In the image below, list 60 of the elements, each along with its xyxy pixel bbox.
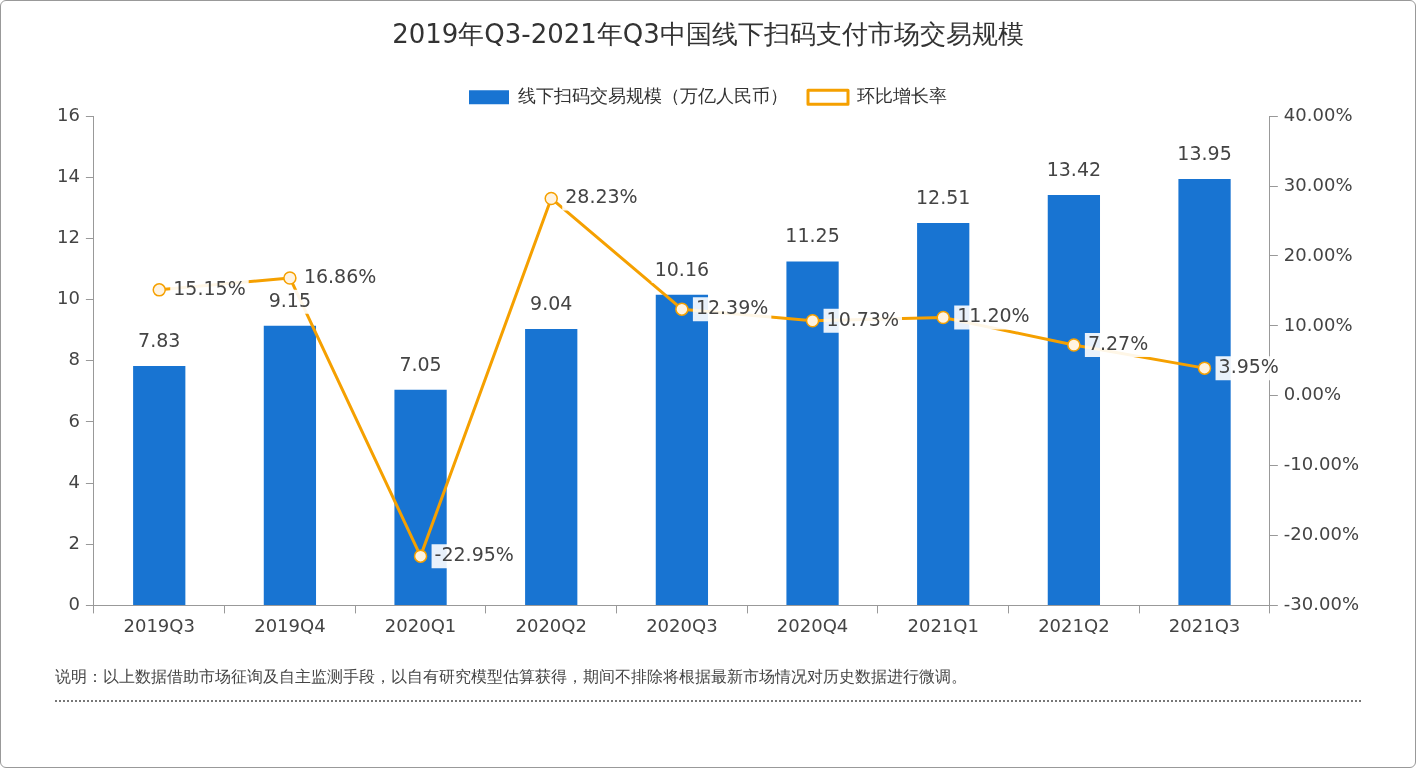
data-label: 12.39% [695, 296, 769, 319]
y2-tick-label: -10.00% [1283, 453, 1360, 475]
y-tick-label: 12 [57, 226, 80, 248]
data-label: -22.95% [434, 543, 514, 566]
point [1197, 361, 1212, 375]
x-tick-label: 2019Q4 [254, 614, 326, 636]
text: 说明：以上数据借助市场征询及自主监测手段，以自有研究模型估算获得，期间不排除将根据最新市场情况对历史数据进行微调。 [55, 667, 967, 688]
x-tick-label: 2021Q1 [907, 614, 979, 636]
y-tick-label: 10 [57, 287, 80, 309]
point [283, 271, 297, 285]
data-label: 11.25 [785, 224, 840, 247]
point [936, 310, 950, 325]
y-tick-label: 8 [68, 348, 80, 370]
chart-title: 2019年Q3-2021年Q3中国线下扫码支付市场交易规模 [392, 19, 1024, 50]
legend-label: 线下扫码交易规模（万亿人民币） [518, 84, 788, 106]
x-tick-label: 2019Q3 [123, 614, 195, 636]
data-label: 28.23% [565, 185, 638, 208]
legend-label: 环比增长率 [857, 84, 947, 106]
data-label: 11.20% [957, 304, 1030, 327]
data-label: 13.42 [1046, 158, 1102, 181]
y2-tick-label: -20.00% [1283, 523, 1360, 545]
x-tick-label: 2020Q1 [384, 614, 457, 636]
y2-tick-label: 10.00% [1283, 313, 1353, 335]
y-tick-label: 14 [57, 165, 80, 187]
x-tick-label: 2021Q3 [1168, 614, 1241, 636]
y-tick-label: 6 [68, 409, 80, 431]
point [1067, 338, 1081, 352]
y2-tick-label: 0.00% [1283, 383, 1342, 405]
point [152, 283, 166, 297]
bar [133, 366, 186, 605]
data-label: 9.15 [268, 288, 312, 311]
x-tick-label: 2020Q3 [646, 614, 718, 636]
data-label: 7.05 [399, 352, 442, 375]
data-label: 3.95% [1218, 355, 1279, 378]
data-label: 9.04 [530, 291, 573, 314]
x-tick-label: 2020Q2 [515, 614, 587, 636]
y-tick-label: 0 [68, 593, 80, 615]
y2-tick-label: 20.00% [1283, 243, 1353, 265]
point [544, 191, 558, 206]
y2-tick-label: 40.00% [1283, 103, 1353, 125]
data-label: 13.95 [1177, 141, 1232, 164]
x-tick-label: 2021Q2 [1038, 614, 1110, 636]
data-label: 16.86% [303, 264, 377, 287]
y-tick-label: 4 [68, 470, 80, 492]
y-tick-label: 16 [57, 103, 80, 125]
bar [263, 325, 317, 605]
point [675, 302, 689, 316]
y2-tick-label: 30.00% [1283, 173, 1353, 195]
y-tick-label: 2 [68, 531, 80, 553]
point [413, 549, 428, 563]
data-label: 10.16 [654, 257, 710, 280]
data-label: 10.73% [826, 307, 899, 330]
point [805, 314, 820, 328]
x-tick-label: 2020Q4 [776, 614, 849, 636]
y2-tick-label: -30.00% [1283, 593, 1360, 615]
data-label: 7.83 [138, 328, 181, 351]
data-label: 15.15% [173, 276, 246, 299]
data-label: 12.51 [916, 185, 971, 208]
bar [525, 329, 578, 605]
data-label: 7.27% [1087, 331, 1149, 354]
